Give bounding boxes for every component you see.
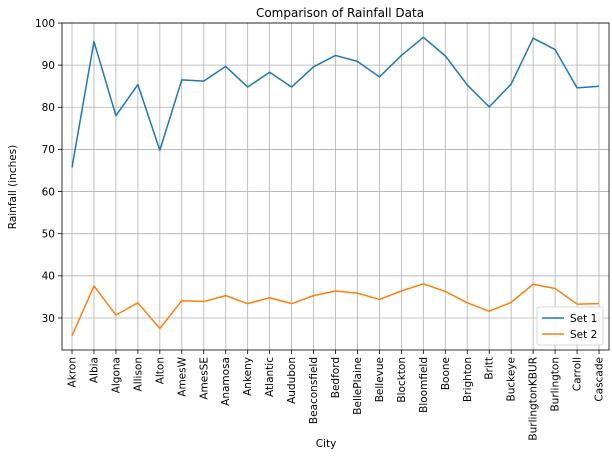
x-tick-label-alton: Alton xyxy=(154,357,166,384)
x-tick-label-anamosa: Anamosa xyxy=(220,357,232,406)
y-tick-label-30: 30 xyxy=(42,313,55,325)
y-tick-label-100: 100 xyxy=(35,18,55,30)
x-tick-label-ankeny: Ankeny xyxy=(242,357,254,396)
y-tick-label-50: 50 xyxy=(42,228,55,240)
x-tick-label-audubon: Audubon xyxy=(286,357,298,404)
x-tick-label-bloomfield: Bloomfield xyxy=(418,357,430,413)
y-tick-label-60: 60 xyxy=(42,186,55,198)
y-tick-label-90: 90 xyxy=(42,60,55,72)
y-tick-label-40: 40 xyxy=(42,271,55,283)
series-line-set-2 xyxy=(71,283,600,336)
x-tick-label-belleplaine: BellePlaine xyxy=(352,357,364,415)
series-lines xyxy=(71,36,600,336)
x-tick-label-beaconsfield: Beaconsfield xyxy=(308,357,320,424)
x-tick-label-atlantic: Atlantic xyxy=(264,357,276,397)
x-tick-label-algona: Algona xyxy=(110,357,122,393)
y-axis-label: Rainfall (inches) xyxy=(7,145,19,230)
x-axis-label: City xyxy=(316,438,337,450)
x-tick-label-cascade: Cascade xyxy=(594,357,606,402)
series-line-set-1 xyxy=(71,36,600,168)
x-tick-label-blockton: Blockton xyxy=(396,357,408,403)
legend-box xyxy=(536,306,604,346)
legend-label-set-2: Set 2 xyxy=(570,329,597,341)
y-axis-ticks: 30 40 50 60 70 80 90 100 xyxy=(35,18,62,325)
x-tick-label-amesse: AmesSE xyxy=(198,357,210,400)
x-tick-label-burlington: Burlington xyxy=(550,357,562,412)
x-tick-label-burlingtonkbur: BurlingtonKBUR xyxy=(528,357,540,441)
x-tick-label-amesw: AmesW xyxy=(176,356,188,396)
x-tick-label-bellevue: Bellevue xyxy=(374,357,386,402)
x-tick-label-buckeye: Buckeye xyxy=(506,357,518,401)
x-tick-label-boone: Boone xyxy=(440,357,452,390)
x-tick-label-bedford: Bedford xyxy=(330,357,342,398)
legend: Set 1 Set 2 xyxy=(536,306,604,346)
x-tick-label-britt: Britt xyxy=(484,357,496,380)
grid-lines xyxy=(62,22,609,350)
y-tick-label-80: 80 xyxy=(42,102,55,114)
x-tick-label-carroll: Carroll xyxy=(572,357,584,391)
legend-label-set-1: Set 1 xyxy=(570,313,597,325)
x-tick-label-allison: Allison xyxy=(132,357,144,391)
chart-title: Comparison of Rainfall Data xyxy=(256,6,424,20)
x-tick-label-akron: Akron xyxy=(67,357,79,387)
x-axis-ticks: Akron Albia Algona Allison Alton AmesW AmesSE A… xyxy=(67,350,606,441)
y-tick-label-70: 70 xyxy=(42,144,55,156)
x-tick-label-albia: Albia xyxy=(88,357,100,383)
x-tick-label-brighton: Brighton xyxy=(462,357,474,402)
